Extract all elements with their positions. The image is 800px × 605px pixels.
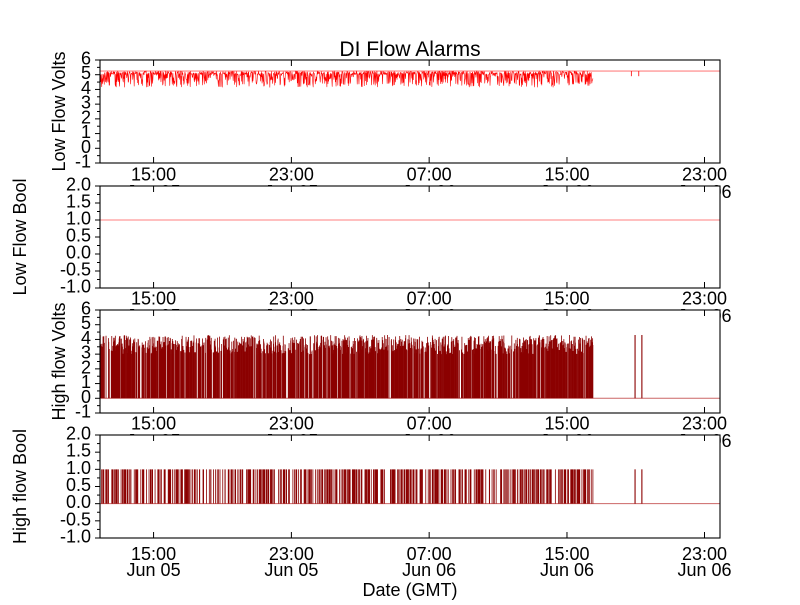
svg-text:23:00: 23:00 bbox=[269, 289, 314, 309]
svg-text:Jun 06: Jun 06 bbox=[540, 560, 594, 580]
svg-text:Jun 06: Jun 06 bbox=[677, 560, 731, 580]
svg-text:15:00: 15:00 bbox=[131, 165, 176, 185]
svg-text:High flow Bool: High flow Bool bbox=[10, 429, 30, 544]
svg-text:15:00: 15:00 bbox=[544, 165, 589, 185]
svg-text:15:00: 15:00 bbox=[544, 289, 589, 309]
svg-text:Jun 05: Jun 05 bbox=[127, 560, 181, 580]
svg-text:Low Flow Volts: Low Flow Volts bbox=[49, 51, 69, 171]
svg-text:High flow Volts: High flow Volts bbox=[49, 302, 69, 420]
svg-text:07:00: 07:00 bbox=[407, 289, 452, 309]
svg-text:15:00: 15:00 bbox=[131, 289, 176, 309]
svg-text:-1: -1 bbox=[75, 152, 91, 172]
svg-text:23:00: 23:00 bbox=[269, 165, 314, 185]
svg-text:-1: -1 bbox=[75, 402, 91, 422]
svg-text:Date (GMT): Date (GMT) bbox=[362, 580, 457, 600]
svg-text:23:00: 23:00 bbox=[682, 414, 727, 434]
svg-text:-1.0: -1.0 bbox=[60, 527, 91, 547]
svg-text:15:00: 15:00 bbox=[131, 414, 176, 434]
svg-text:Low Flow Bool: Low Flow Bool bbox=[10, 178, 30, 295]
svg-text:07:00: 07:00 bbox=[407, 414, 452, 434]
svg-text:23:00: 23:00 bbox=[682, 289, 727, 309]
svg-text:23:00: 23:00 bbox=[682, 165, 727, 185]
svg-text:Jun 06: Jun 06 bbox=[402, 560, 456, 580]
svg-text:15:00: 15:00 bbox=[544, 414, 589, 434]
svg-text:DI Flow Alarms: DI Flow Alarms bbox=[339, 38, 480, 61]
svg-text:23:00: 23:00 bbox=[269, 414, 314, 434]
svg-text:07:00: 07:00 bbox=[407, 165, 452, 185]
svg-text:Jun 05: Jun 05 bbox=[264, 560, 318, 580]
svg-text:-1.0: -1.0 bbox=[60, 277, 91, 297]
